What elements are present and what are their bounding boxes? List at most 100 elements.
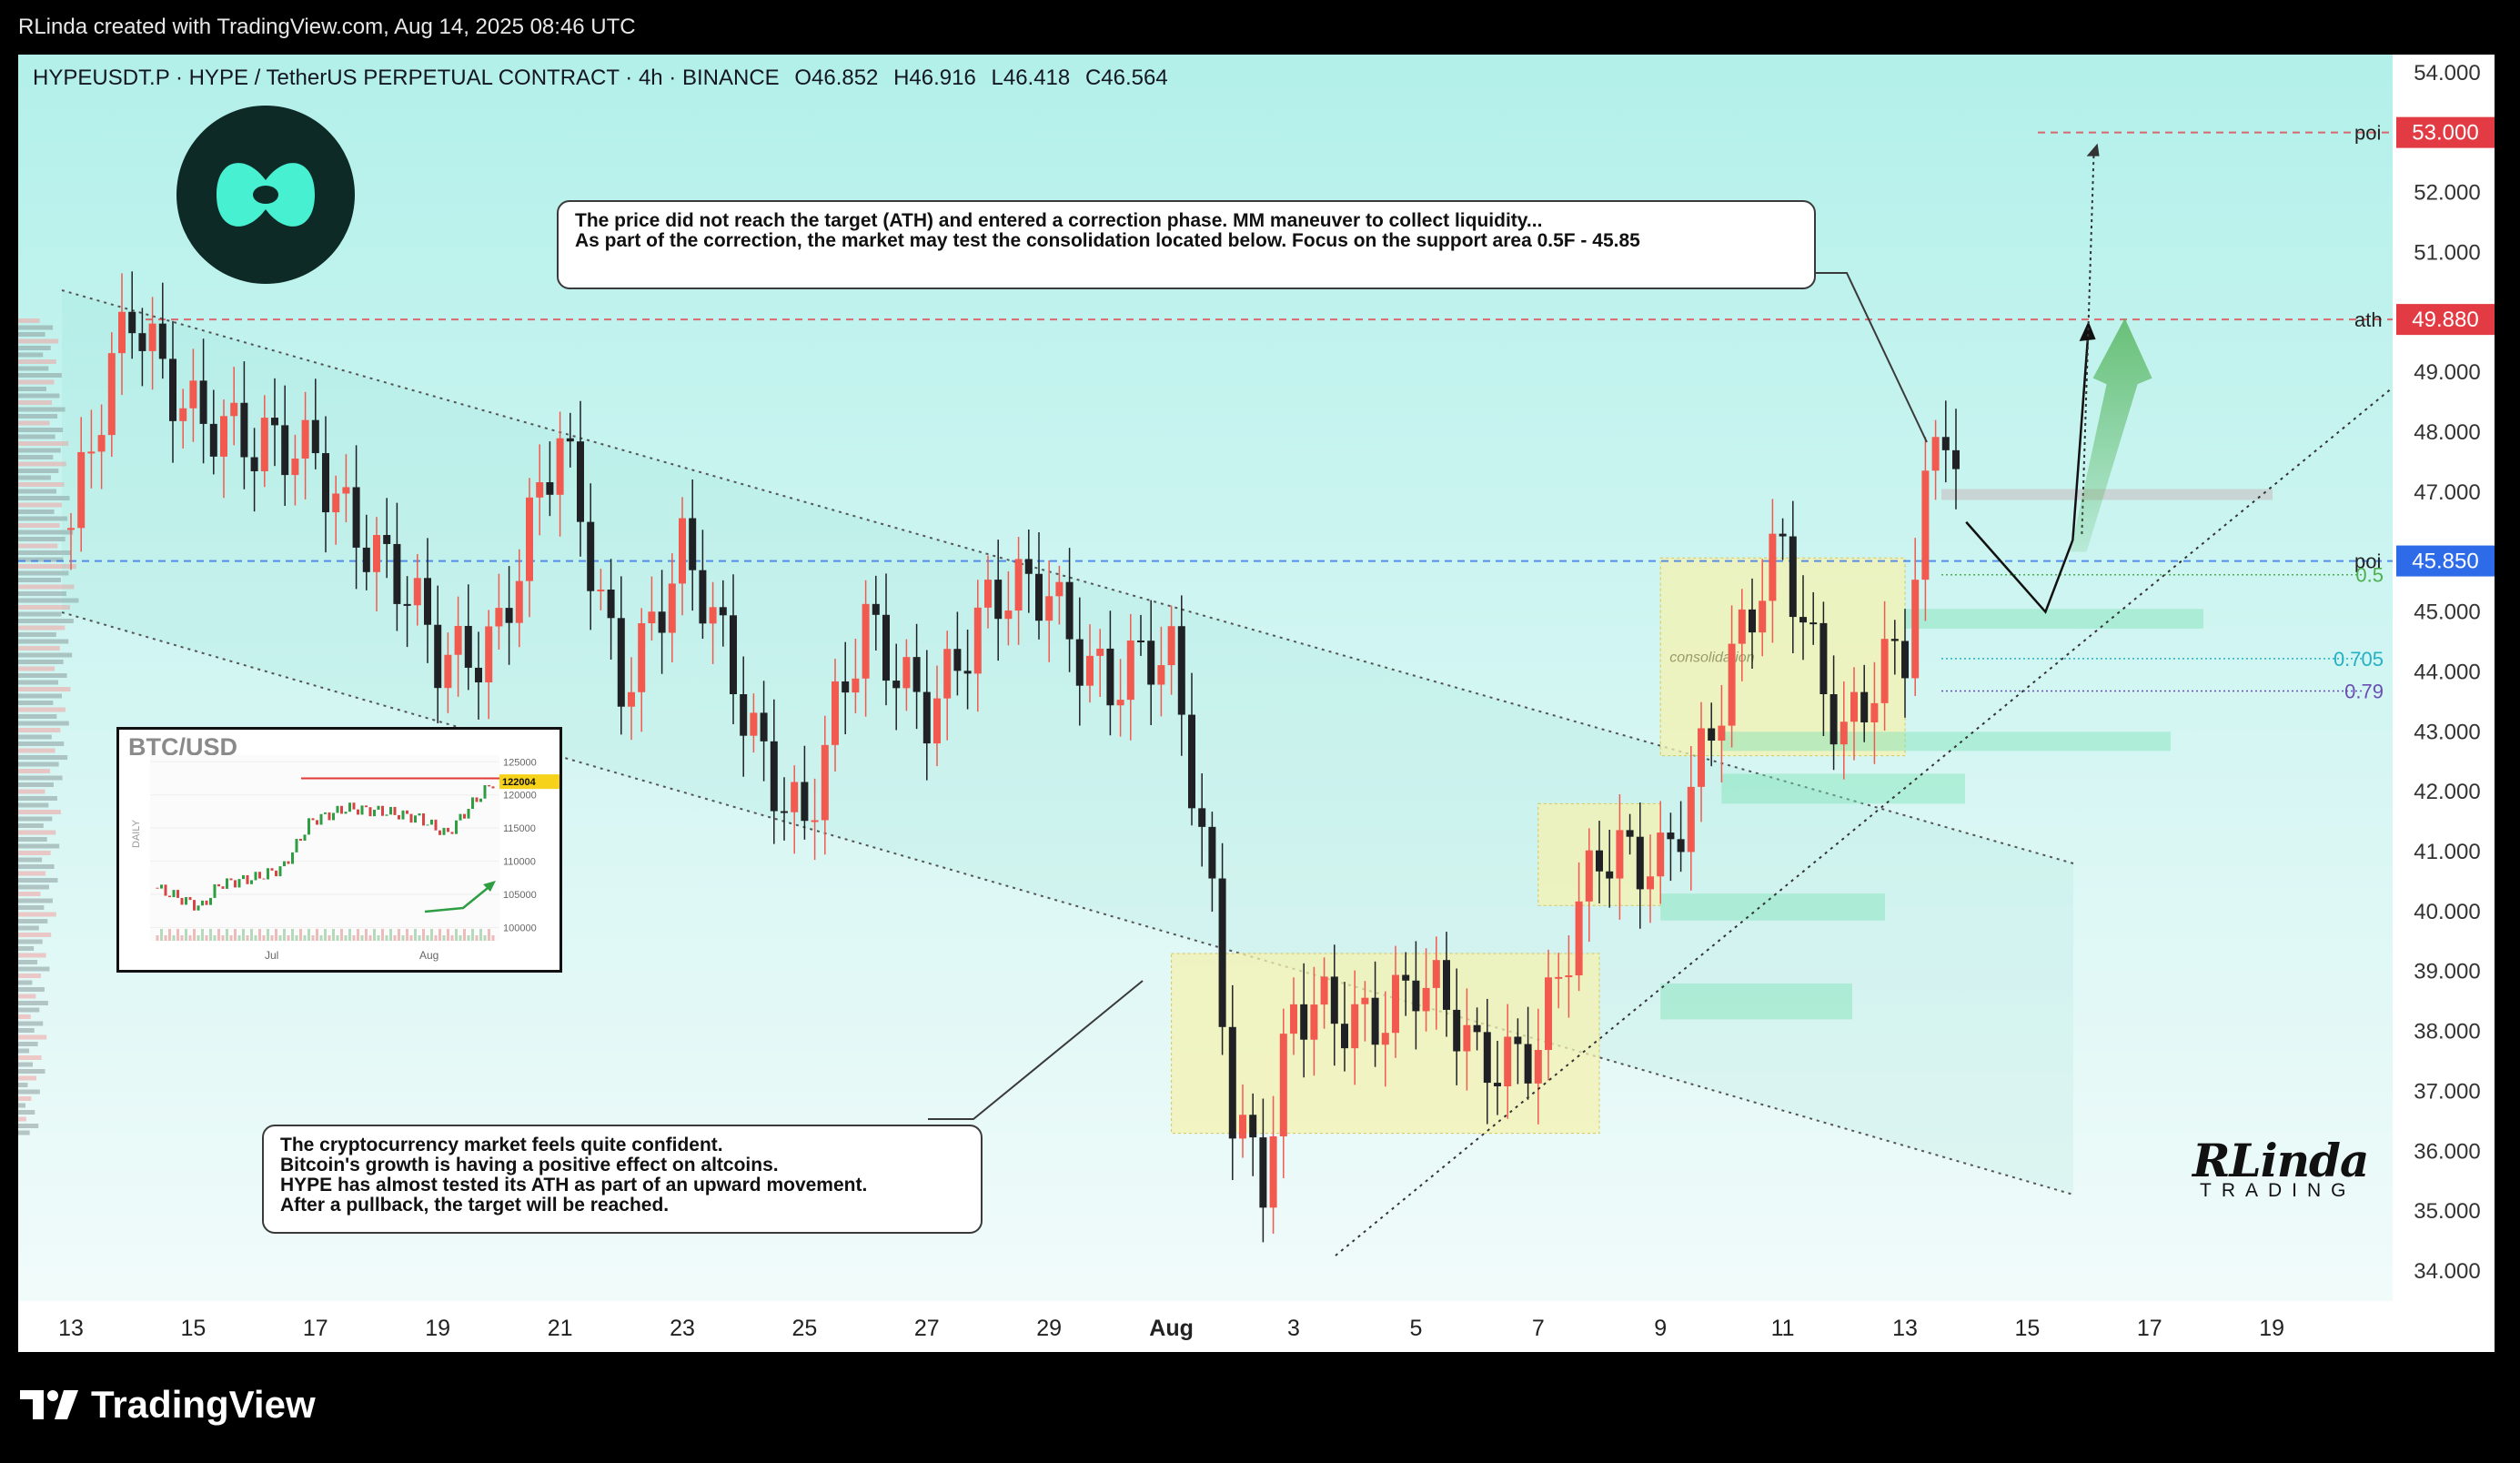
level-label-0: poi	[2354, 122, 2381, 145]
candle-body	[587, 521, 595, 591]
time-tick-label-5: 23	[670, 1316, 695, 1341]
candle-body	[1096, 648, 1104, 656]
volume-profile-bar	[18, 1124, 39, 1128]
btc-candle	[422, 812, 425, 826]
btc-volume-bar	[324, 929, 327, 941]
price-axis[interactable]: 54.000 53.000 52.000 51.000 49.000 48.000 47.0…	[2396, 61, 2495, 1284]
candle-body	[352, 487, 360, 548]
btc-candle	[479, 798, 482, 802]
volume-profile-bar	[18, 570, 69, 576]
btc-candle	[311, 818, 315, 821]
price-tick-label: 34.000	[2414, 1259, 2480, 1284]
volume-profile-bar	[18, 1007, 40, 1013]
candle-body	[169, 358, 176, 421]
btc-candle	[254, 872, 257, 881]
candle-body	[362, 547, 370, 572]
rlinda-brand: RLinda TRADING	[2192, 1134, 2369, 1202]
volume-profile-bar	[18, 1062, 34, 1067]
candle-body	[1330, 976, 1338, 1024]
candle-body	[546, 482, 554, 495]
btc-volume-bar	[234, 929, 237, 941]
btc-candle	[164, 884, 167, 896]
candle-body	[628, 691, 635, 707]
candle-body	[943, 649, 952, 699]
btc-candle	[156, 887, 159, 889]
time-tick-label-9: Aug	[1149, 1316, 1194, 1341]
btc-candle	[217, 883, 220, 887]
candle-body	[902, 657, 911, 689]
candle-body	[740, 693, 748, 736]
candle-body	[1300, 1004, 1308, 1040]
btc-volume-bar	[221, 935, 225, 941]
chart-attribution: RLinda created with TradingView.com, Aug…	[18, 15, 636, 39]
btc-candle	[283, 861, 286, 867]
candle-body	[1698, 728, 1705, 787]
btc-volume-bar	[254, 935, 257, 941]
callout-top-pointer	[1805, 272, 1928, 443]
volume-profile-bar	[18, 687, 71, 691]
volume-profile-bar	[18, 721, 69, 726]
price-tick-label: 43.000	[2414, 720, 2480, 744]
volume-profile-bar	[18, 598, 79, 603]
time-axis[interactable]: 13 15 17 19 21 23 25 27 29 Aug 3 5 7 9 11 13 15 17 19	[58, 1316, 2284, 1341]
price-tag-2: 45.850	[2412, 550, 2478, 574]
btc-volume-bar	[168, 929, 171, 941]
btc-volume-bar	[295, 935, 298, 941]
candle-body	[882, 614, 890, 681]
candle-body	[1208, 826, 1216, 879]
price-tick-label: 45.000	[2414, 600, 2480, 625]
brand-name: RLinda	[2192, 1134, 2369, 1187]
volume-profile-bar	[18, 864, 55, 869]
target-arrowhead	[2086, 143, 2100, 156]
candle-body	[709, 607, 717, 624]
candle-body	[138, 333, 146, 351]
hype-logo-icon	[217, 163, 315, 227]
candle-body	[842, 681, 850, 693]
btc-candle	[381, 805, 384, 816]
btc-volume-bar	[270, 935, 274, 941]
volume-profile-bar	[18, 966, 50, 972]
volume-profile-bar	[18, 789, 45, 794]
volume-profile-bar	[18, 1034, 47, 1040]
time-tick-label-11: 5	[1409, 1316, 1422, 1341]
btc-candle	[275, 870, 277, 877]
btc-volume-bar	[438, 929, 441, 941]
tradingview-logo-icon	[20, 1390, 78, 1419]
candle-body	[719, 607, 727, 616]
btc-candle	[226, 878, 228, 889]
candle-body	[1860, 691, 1869, 722]
candle-body	[1850, 691, 1858, 722]
chart-area[interactable]: consolidation poi ath poi 0.5 0.705 0.79 54.0…	[18, 55, 2495, 1352]
candle-body	[424, 578, 431, 625]
volume-profile-bar	[18, 1103, 25, 1108]
volume-profile-bar	[18, 1069, 45, 1074]
liquidity-block	[1941, 489, 2273, 500]
btc-volume-bar	[475, 935, 479, 941]
btc-volume-bar	[332, 929, 335, 941]
candle-body	[1075, 639, 1084, 686]
volume-profile-bar	[18, 455, 54, 459]
btc-candle	[459, 813, 462, 821]
volume-profile-bar	[18, 516, 68, 521]
candle-body	[1483, 1032, 1491, 1084]
price-tag-bg-0	[2396, 116, 2495, 148]
volume-profile-bar	[18, 652, 73, 658]
btc-volume-bar	[488, 929, 490, 941]
price-tick-label: 38.000	[2414, 1020, 2480, 1044]
price-tick-label: 51.000	[2414, 240, 2480, 265]
volume-profile-bar	[18, 905, 45, 910]
btc-volume-bar	[360, 935, 364, 941]
btc-candle	[221, 886, 225, 889]
brand-tagline: TRADING	[2200, 1180, 2356, 1201]
btc-volume-bar	[209, 929, 212, 941]
btc-candle	[393, 806, 397, 815]
candle-body	[597, 590, 605, 592]
candle-body	[495, 608, 503, 627]
btc-y-label: 120000	[503, 791, 537, 802]
price-tick-label: 36.000	[2414, 1139, 2480, 1164]
volume-profile-bar	[18, 796, 57, 801]
volume-profile-bar	[18, 482, 65, 487]
volume-profile-bar	[18, 782, 54, 787]
target-dotted-path	[2081, 150, 2095, 534]
volume-profile-bar	[18, 393, 60, 399]
